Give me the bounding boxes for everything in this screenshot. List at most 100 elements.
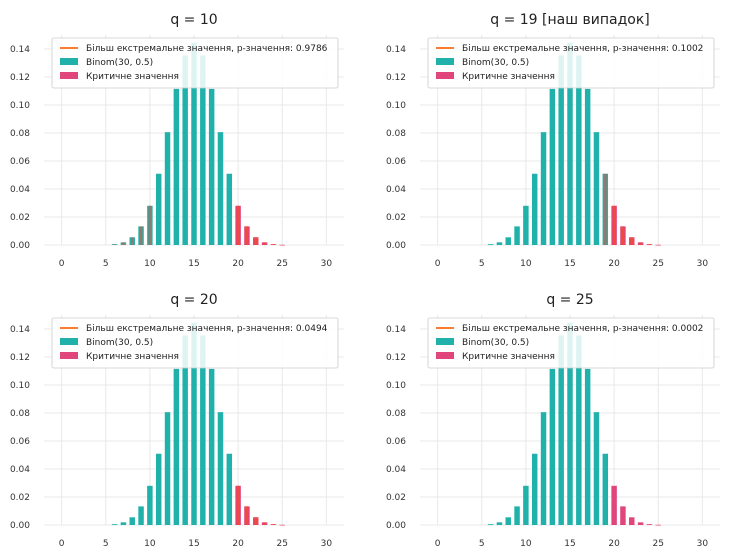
- subplot-title: q = 10: [170, 12, 217, 28]
- x-tick-label: 20: [232, 539, 244, 549]
- legend-binom-swatch: [60, 58, 78, 65]
- legend-box: [427, 317, 715, 369]
- y-tick-label: 0.02: [386, 493, 406, 503]
- x-tick-label: 10: [144, 259, 156, 269]
- bar-x-23: [637, 522, 644, 525]
- y-tick-label: 0.00: [386, 521, 406, 531]
- x-tick-label: 5: [479, 539, 485, 549]
- x-tick-label: 30: [697, 539, 709, 549]
- legend-label-binom: Binom(30, 0.5): [462, 338, 529, 348]
- bar-x-12: [164, 412, 171, 525]
- bar-x-14: [182, 335, 188, 525]
- x-tick-label: 0: [59, 259, 65, 269]
- bar-x-6: [487, 524, 494, 525]
- extreme-bar-x-24: [272, 244, 275, 245]
- y-tick-label: 0.12: [10, 73, 30, 83]
- extreme-bar-x-22: [254, 517, 258, 525]
- legend-label-extreme: Більш екстремальне значення, p-значення:…: [462, 324, 703, 334]
- bar-x-6: [487, 244, 494, 245]
- y-tick-label: 0.14: [386, 45, 406, 55]
- bar-x-7: [120, 522, 127, 525]
- bar-x-19: [226, 173, 233, 245]
- x-tick-label: 15: [188, 259, 199, 269]
- legend-label-critical: Критичне значення: [462, 352, 555, 362]
- bar-x-21: [620, 506, 626, 525]
- x-tick-label: 15: [564, 259, 575, 269]
- bar-x-11: [155, 173, 162, 245]
- bar-x-17: [584, 88, 591, 246]
- bar-x-17: [584, 368, 591, 525]
- bar-x-18: [593, 132, 600, 245]
- legend-label-extreme: Більш екстремальне значення, p-значення:…: [462, 44, 703, 54]
- bar-x-9: [514, 226, 520, 245]
- extreme-bar-x-23: [263, 242, 266, 245]
- bar-x-9: [138, 506, 144, 525]
- bar-x-6: [111, 524, 118, 525]
- extreme-bar-x-25: [280, 524, 284, 526]
- y-tick-label: 0.08: [10, 409, 30, 419]
- subplot-1: 0 5 10 15 20 25 30 0.00 0.02 0.04 0.06 0.08 0.10 0.12…: [10, 12, 344, 269]
- bar-x-19: [226, 453, 233, 525]
- bar-x-12: [540, 132, 547, 245]
- y-tick-label: 0.00: [10, 241, 30, 251]
- extreme-bar-x-23: [263, 522, 266, 525]
- extreme-bar-x-6: [113, 244, 116, 245]
- legend-label-extreme: Більш екстремальне значення, p-значення:…: [86, 44, 328, 54]
- bar-x-8: [505, 237, 511, 245]
- extreme-bar-x-21: [621, 226, 625, 245]
- y-tick-label: 0.12: [386, 73, 406, 83]
- bar-x-10: [147, 485, 153, 525]
- bar-x-11: [531, 453, 538, 525]
- x-tick-label: 25: [277, 539, 288, 549]
- y-tick-label: 0.14: [386, 325, 406, 335]
- y-tick-label: 0.04: [386, 465, 406, 475]
- subplot-title: q = 20: [170, 292, 217, 308]
- x-tick-label: 0: [59, 539, 65, 549]
- legend-box: [427, 37, 715, 89]
- extreme-bar-x-22: [630, 237, 634, 245]
- y-tick-label: 0.10: [386, 101, 406, 111]
- extreme-bar-x-20: [236, 205, 240, 245]
- x-tick-label: 5: [103, 539, 109, 549]
- subplot-title: q = 25: [546, 292, 593, 308]
- y-tick-label: 0.12: [386, 353, 406, 363]
- extreme-bar-x-9: [139, 226, 143, 245]
- legend-label-binom: Binom(30, 0.5): [86, 338, 153, 348]
- extreme-bar-x-10: [148, 205, 152, 245]
- extreme-bar-x-21: [245, 506, 249, 525]
- bar-x-18: [593, 412, 600, 525]
- subplot-title: q = 19 [наш випадок]: [490, 12, 649, 28]
- extreme-bar-x-25: [656, 524, 660, 526]
- bar-x-24: [646, 524, 653, 525]
- bar-x-7: [496, 242, 503, 245]
- bar-x-16: [576, 55, 582, 245]
- bar-x-13: [173, 88, 180, 246]
- bar-x-14: [558, 335, 564, 525]
- subplot-2: 0 5 10 15 20 25 30 0.00 0.02 0.04 0.06 0.08 0.10 0.12…: [386, 12, 720, 269]
- bar-x-8: [129, 517, 135, 525]
- y-tick-label: 0.12: [10, 353, 30, 363]
- x-tick-label: 15: [564, 539, 575, 549]
- legend-label-critical: Критичне значення: [86, 352, 179, 362]
- bar-x-10: [523, 205, 529, 245]
- x-tick-label: 0: [435, 259, 441, 269]
- legend-label-critical: Критичне значення: [462, 72, 555, 82]
- bar-x-19: [602, 453, 609, 525]
- y-tick-label: 0.06: [10, 157, 30, 167]
- y-tick-label: 0.04: [10, 465, 30, 475]
- bar-x-12: [540, 412, 547, 525]
- x-tick-label: 25: [277, 259, 288, 269]
- extreme-bar-x-23: [639, 242, 642, 245]
- extreme-bar-x-7: [122, 242, 125, 245]
- y-tick-label: 0.02: [10, 213, 30, 223]
- y-tick-label: 0.14: [10, 45, 30, 55]
- x-tick-label: 20: [608, 259, 620, 269]
- bar-x-8: [505, 517, 511, 525]
- bar-x-17: [208, 88, 215, 246]
- extreme-bar-x-20: [236, 485, 240, 525]
- bar-x-13: [549, 368, 556, 525]
- bar-x-15: [191, 322, 197, 525]
- extreme-bar-x-20: [612, 205, 616, 245]
- legend-critical-swatch: [436, 352, 454, 359]
